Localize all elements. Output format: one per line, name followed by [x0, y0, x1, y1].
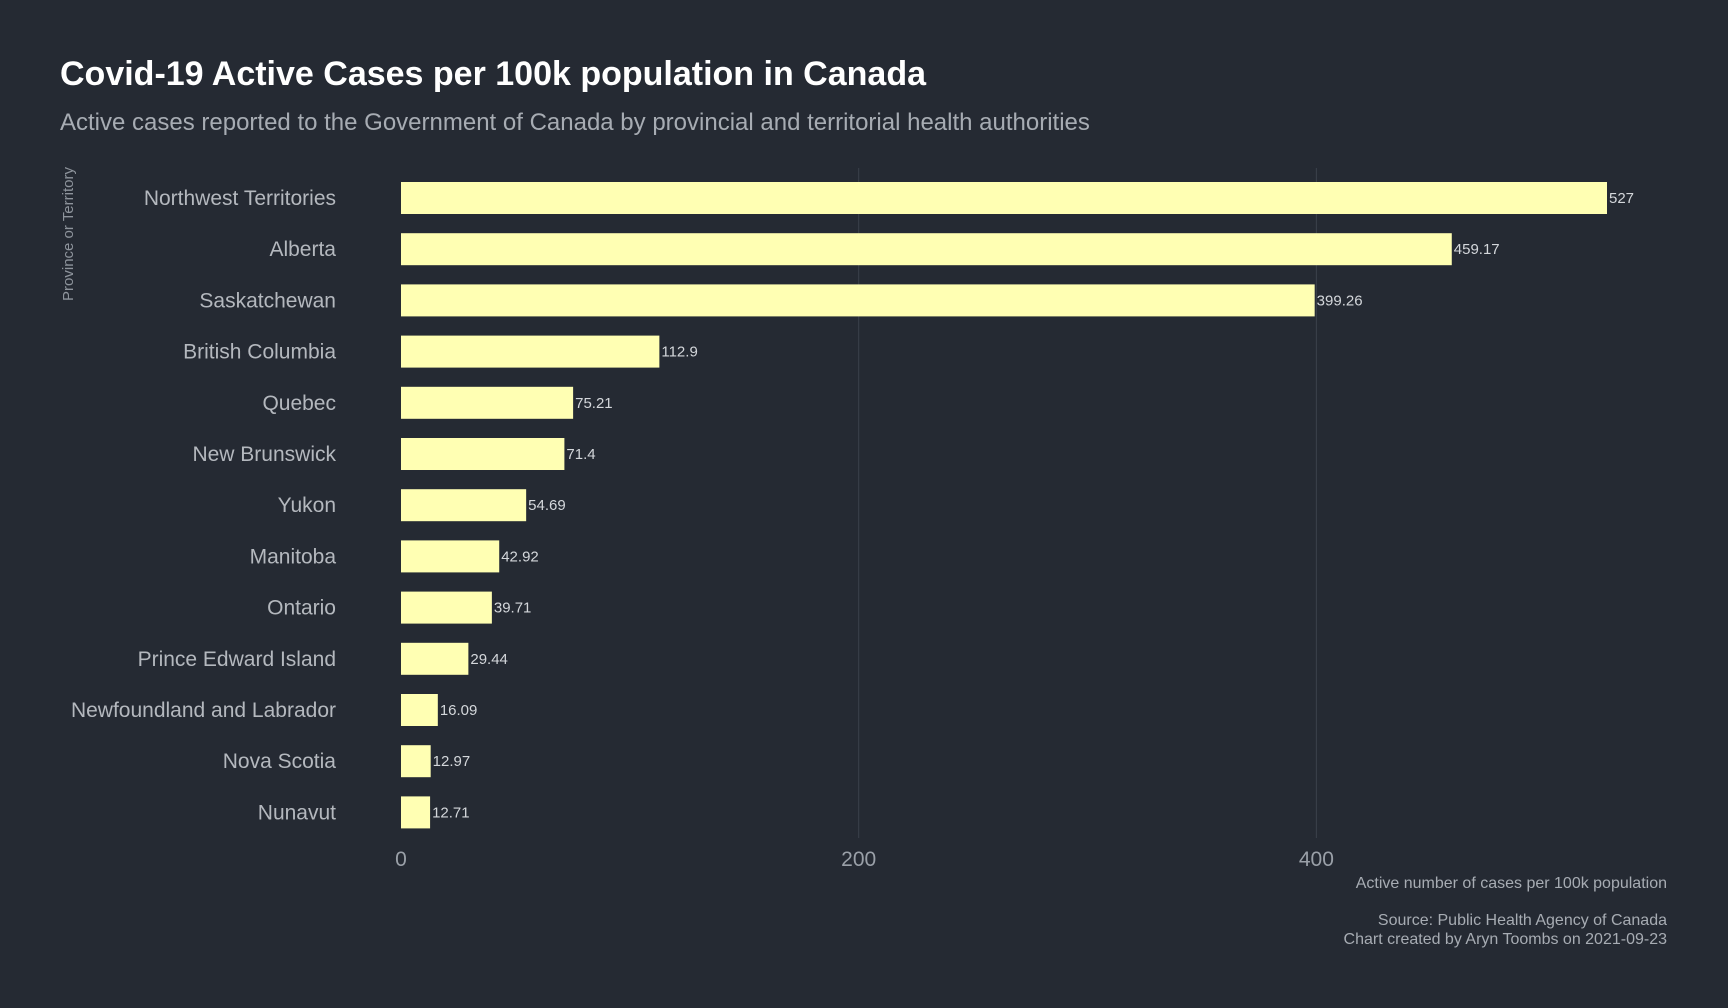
bar-saskatchewan — [401, 284, 1315, 317]
value-label-ontario: 39.71 — [494, 600, 532, 617]
value-label-nunavut: 12.71 — [432, 804, 470, 821]
bar-newfoundland-and-labrador — [401, 694, 438, 726]
bar-manitoba — [401, 540, 500, 573]
x-tick-label-200: 200 — [841, 848, 876, 871]
value-label-alberta: 459.17 — [1454, 241, 1500, 258]
value-label-prince-edward-island: 29.44 — [470, 651, 508, 668]
value-label-saskatchewan: 399.26 — [1317, 292, 1363, 309]
value-label-british-columbia: 112.9 — [661, 344, 697, 361]
chart-subtitle: Active cases reported to the Government … — [60, 109, 1090, 136]
bar-alberta — [401, 233, 1452, 266]
category-labels: Northwest Territories Alberta Saskatchewan… — [71, 187, 337, 824]
bar-prince-edward-island — [401, 642, 469, 675]
x-tick-label-0: 0 — [395, 848, 407, 871]
value-label-nova-scotia: 12.97 — [433, 753, 471, 770]
bar-nova-scotia — [401, 745, 431, 778]
category-label-yukon: Yukon — [278, 494, 336, 517]
value-label-yukon: 54.69 — [528, 497, 566, 514]
bar-yukon — [401, 489, 527, 522]
category-label-manitoba: Manitoba — [250, 545, 337, 568]
category-label-saskatchewan: Saskatchewan — [199, 289, 336, 312]
caption-source: Source: Public Health Agency of Canada — [1378, 912, 1667, 929]
value-label-new-brunswick: 71.4 — [566, 446, 595, 463]
category-label-quebec: Quebec — [262, 392, 336, 415]
caption-credit: Chart created by Aryn Toombs on 2021-09-… — [1344, 931, 1668, 948]
category-label-new-brunswick: New Brunswick — [192, 443, 336, 466]
x-tick-label-400: 400 — [1299, 848, 1334, 871]
bar-new-brunswick — [401, 438, 565, 470]
bar-ontario — [401, 591, 492, 624]
category-label-british-columbia: British Columbia — [183, 341, 336, 364]
value-label-newfoundland-and-labrador: 16.09 — [440, 702, 478, 719]
category-label-newfoundland-and-labrador: Newfoundland and Labrador — [71, 699, 336, 722]
category-label-prince-edward-island: Prince Edward Island — [138, 648, 336, 671]
value-label-quebec: 75.21 — [575, 395, 613, 412]
category-label-nova-scotia: Nova Scotia — [223, 750, 337, 773]
x-tick-labels: 0 200 400 — [395, 848, 1334, 871]
category-label-ontario: Ontario — [267, 597, 336, 620]
category-label-northwest-territories: Northwest Territories — [144, 187, 336, 210]
bar-nunavut — [401, 796, 431, 829]
category-label-alberta: Alberta — [269, 238, 336, 261]
category-label-nunavut: Nunavut — [258, 801, 336, 824]
bar-northwest-territories — [401, 182, 1607, 214]
y-axis-label: Province or Territory — [60, 167, 77, 301]
chart-title: Covid-19 Active Cases per 100k populatio… — [60, 55, 927, 93]
bar-british-columbia — [401, 335, 660, 368]
x-axis-label: Active number of cases per 100k populati… — [1356, 875, 1667, 892]
value-labels: 527 459.17 399.26 112.9 75.21 71.4 54.69 42.92 3… — [432, 190, 1634, 821]
value-label-manitoba: 42.92 — [501, 548, 539, 565]
bar-quebec — [401, 386, 574, 419]
grid-lines — [858, 168, 1317, 838]
bars — [401, 182, 1607, 829]
value-label-northwest-territories: 527 — [1609, 190, 1634, 207]
